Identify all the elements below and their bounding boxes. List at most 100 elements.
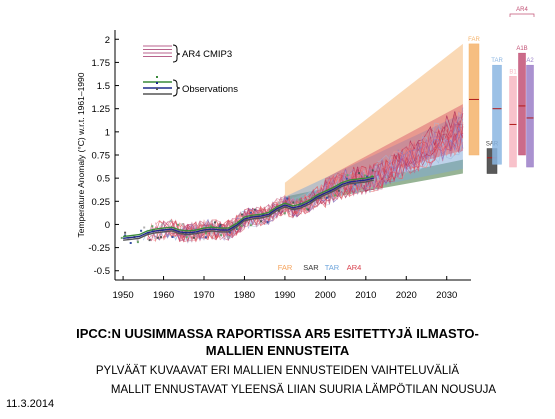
observation-series-line	[123, 179, 375, 241]
observation-point	[192, 236, 195, 239]
observation-point	[143, 226, 146, 229]
legend-marker	[156, 82, 158, 84]
x-tick-label: 1980	[234, 290, 255, 301]
observation-point	[151, 225, 154, 228]
observation-point	[354, 183, 357, 186]
legend: AR4 CMIP3 Observations	[143, 44, 238, 97]
projection-fan-far	[284, 43, 463, 202]
observation-point	[333, 184, 336, 187]
observation-point	[232, 221, 235, 224]
range-bar-label: FAR	[468, 37, 480, 43]
range-bar-b1	[509, 76, 517, 168]
observation-point	[249, 211, 252, 214]
legend-label-observations: Observations	[182, 84, 238, 95]
axes: 2 1.75 1.5 1.25 1 0.75 0.5 0.25 0 -0.25 -0.5 1950 19…	[76, 30, 471, 301]
observation-point	[358, 172, 361, 175]
slide-title-line2: MALLIEN ENNUSTEITA	[205, 343, 350, 358]
observation-point	[363, 174, 366, 177]
observation-point	[363, 183, 365, 186]
observation-point	[337, 189, 340, 192]
observation-point	[156, 236, 159, 239]
x-tick-label: 1960	[153, 290, 174, 301]
bottom-legend: FAR SAR TAR AR4	[278, 263, 362, 272]
observation-point	[140, 229, 143, 232]
legend-marker	[156, 88, 158, 90]
legend-brace	[172, 44, 181, 63]
observation-point	[181, 223, 184, 226]
y-tick-label: 1.25	[92, 104, 111, 115]
x-tick-label: 1950	[113, 290, 134, 301]
observation-point	[266, 221, 269, 224]
observation-point	[147, 232, 150, 235]
range-bar-a1b	[518, 52, 526, 156]
observation-series-line	[123, 175, 375, 238]
observation-point	[345, 177, 348, 180]
observation-point	[211, 231, 214, 234]
observation-point	[129, 242, 132, 244]
observation-point	[120, 236, 123, 239]
y-tick-label: -0.25	[88, 243, 110, 254]
observation-point	[307, 208, 310, 211]
observation-point	[292, 201, 295, 204]
observation-point	[219, 223, 222, 226]
observation-point	[148, 239, 151, 242]
observation-point	[171, 236, 174, 238]
observation-point	[269, 209, 272, 212]
observation-point	[228, 231, 231, 234]
observation-point	[203, 226, 206, 228]
observation-point	[366, 175, 368, 178]
observation-point	[136, 241, 139, 244]
bottom-legend-tar: TAR	[325, 263, 340, 272]
observation-point	[177, 223, 180, 226]
observation-point	[253, 208, 256, 211]
slide-subtitle-line2: MALLIT ENNUSTAVAT YLEENSÄ LIIAN SUURIA L…	[110, 384, 497, 396]
observation-point	[277, 209, 280, 212]
y-tick-label: -0.5	[94, 266, 110, 277]
observation-point	[214, 221, 216, 224]
ar4-group-bracket	[509, 13, 535, 17]
range-bar-label: B1	[509, 69, 517, 75]
bottom-legend-far: FAR	[278, 263, 293, 272]
observation-point	[267, 216, 270, 219]
observation-point	[169, 219, 172, 222]
observation-point	[325, 194, 328, 197]
observation-point	[278, 201, 281, 204]
y-tick-label: 0	[105, 220, 110, 231]
bottom-legend-sar: SAR	[303, 263, 319, 272]
observation-point	[371, 169, 374, 172]
observation-point	[124, 231, 127, 234]
observation-point	[334, 194, 336, 197]
observation-point	[286, 197, 289, 200]
range-bar-label: A1B	[516, 46, 527, 52]
slide-date: 11.3.2014	[6, 398, 55, 410]
observation-point	[124, 234, 127, 237]
observation-point	[298, 198, 301, 201]
range-bar-label: TAR	[491, 58, 503, 64]
observation-point	[209, 224, 212, 227]
y-tick-label: 1.5	[97, 81, 110, 92]
range-bar-tar	[492, 64, 502, 165]
x-tick-label: 2020	[396, 290, 417, 301]
slide-title-line1: IPCC:N UUSIMMASSA RAPORTISSA AR5 ESITETT…	[76, 326, 479, 341]
observation-point	[195, 229, 198, 232]
observation-point	[240, 223, 243, 226]
model-run-line	[171, 110, 464, 242]
observation-point	[305, 207, 308, 210]
observation-point	[160, 236, 162, 239]
observation-point	[260, 220, 263, 223]
observation-point	[353, 186, 356, 189]
y-tick-label: 0.5	[97, 174, 110, 185]
observation-point	[346, 174, 349, 177]
observation-point	[227, 236, 230, 239]
x-tick-label: 2030	[436, 290, 457, 301]
x-tick-label: 2000	[315, 290, 336, 301]
y-tick-label: 0.25	[92, 197, 111, 208]
observation-point	[185, 236, 188, 239]
y-tick-label: 1.75	[92, 58, 111, 69]
observation-point	[241, 213, 243, 216]
observation-point	[136, 239, 139, 242]
observation-point	[283, 212, 286, 215]
observation-point	[249, 224, 252, 227]
observation-series-line	[123, 177, 375, 239]
